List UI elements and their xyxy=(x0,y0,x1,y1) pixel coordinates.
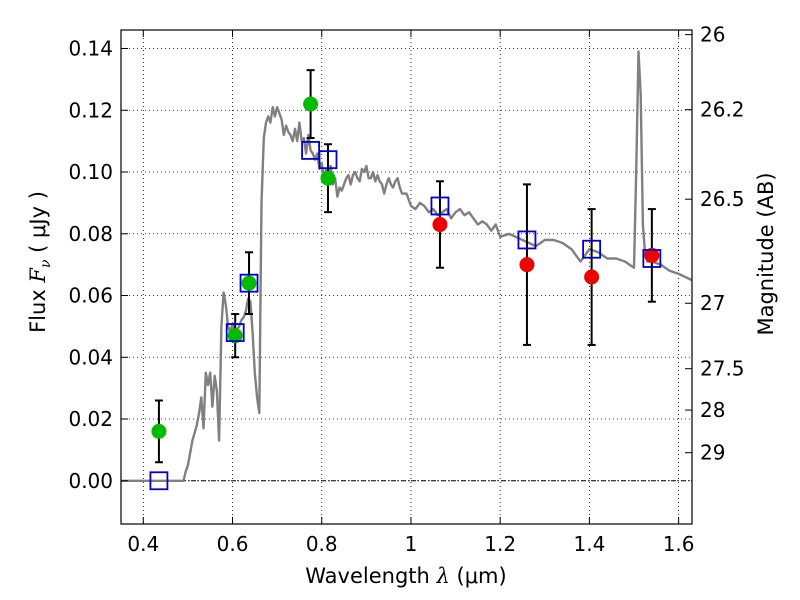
right-tick-label: 26 xyxy=(700,23,725,47)
data-point xyxy=(320,170,336,186)
data-point xyxy=(644,247,660,263)
data-point xyxy=(241,275,257,291)
y-tick-label: 0.06 xyxy=(68,284,113,308)
x-tick-label: 1 xyxy=(405,532,418,556)
model-point xyxy=(318,150,338,170)
right-tick-label: 26.2 xyxy=(700,98,745,122)
plot-frame xyxy=(120,29,693,525)
model-point xyxy=(430,196,450,216)
axis-ticks: 0.4 0.6 0.8 1 1.2 1.4 1.6 0.00 0.02 0.04 0.06 0.08 0… xyxy=(68,23,744,556)
x-tick-label: 1.6 xyxy=(663,532,695,556)
model-point xyxy=(225,323,245,342)
data-point xyxy=(432,217,448,233)
y-tick-label: 0.14 xyxy=(68,37,113,61)
model-point xyxy=(582,239,602,259)
x-tick-label: 1.4 xyxy=(573,532,605,556)
data-point xyxy=(303,96,319,112)
x-tick-label: 1.2 xyxy=(484,532,516,556)
right-tick-label: 26.5 xyxy=(700,187,745,211)
x-tick-label: 0.8 xyxy=(306,532,338,556)
data-point xyxy=(151,423,167,439)
y-tick-label: 0.12 xyxy=(68,98,113,122)
right-tick-label: 27.5 xyxy=(700,357,745,381)
data-point xyxy=(227,328,243,344)
right-axis-label: Magnitude (AB) xyxy=(754,172,778,335)
y-tick-label: 0.00 xyxy=(68,469,113,493)
y-tick-label: 0.04 xyxy=(68,345,113,369)
y-tick-label: 0.08 xyxy=(68,222,113,246)
plot-area xyxy=(121,50,693,491)
right-tick-label: 29 xyxy=(700,441,725,465)
y-tick-label: 0.10 xyxy=(68,160,113,184)
y-tick-label: 0.02 xyxy=(68,407,113,431)
x-tick-label: 0.4 xyxy=(127,532,159,556)
x-axis-label: Wavelength λ (μm) xyxy=(305,564,506,588)
model-point xyxy=(642,249,662,268)
model-point xyxy=(149,471,169,491)
y-axis-label: Flux Fν ( μJy ) xyxy=(26,191,54,333)
data-point xyxy=(584,269,600,285)
x-tick-label: 0.6 xyxy=(217,532,249,556)
grid xyxy=(121,30,692,524)
right-tick-label: 28 xyxy=(700,398,725,422)
right-tick-label: 27 xyxy=(700,291,725,315)
spectrum-line xyxy=(121,50,693,482)
data-point xyxy=(519,257,535,273)
model-point xyxy=(517,230,537,250)
model-point xyxy=(239,273,259,293)
